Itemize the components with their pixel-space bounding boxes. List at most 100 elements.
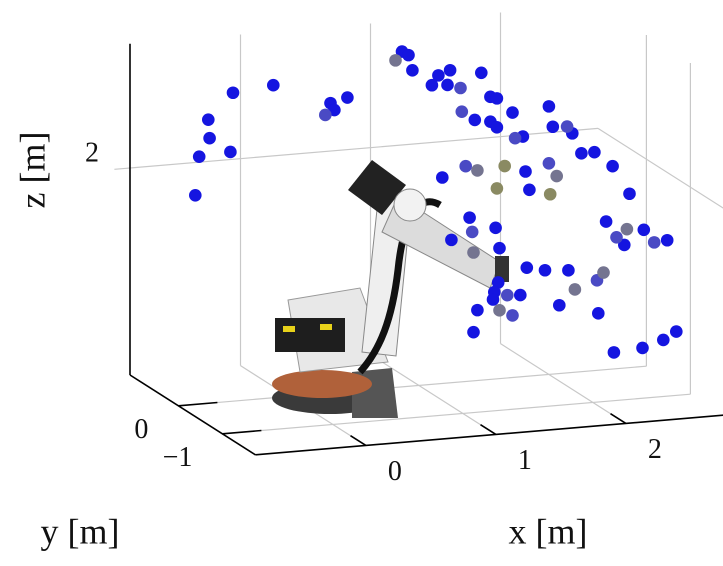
point: [610, 230, 623, 244]
point: [597, 266, 610, 279]
point: [319, 108, 332, 122]
y-tick-label: 0: [134, 414, 148, 445]
point: [546, 120, 560, 134]
point: [508, 131, 522, 145]
point: [562, 264, 575, 277]
point: [192, 150, 206, 163]
point: [542, 157, 556, 170]
x-tick: [350, 434, 367, 447]
point: [402, 48, 415, 62]
point: [203, 131, 216, 145]
point: [553, 298, 566, 312]
x-tick-label: 1: [518, 445, 532, 476]
point: [623, 187, 636, 201]
point: [436, 171, 449, 184]
y-tick: [222, 429, 262, 435]
point: [493, 304, 506, 317]
point: [506, 309, 519, 322]
robot-turntable: [272, 370, 372, 398]
point: [575, 147, 588, 160]
point: [592, 307, 605, 320]
point: [588, 145, 601, 159]
point: [519, 165, 532, 178]
robot-photo: [272, 160, 509, 418]
y-tick-label: −1: [163, 442, 193, 473]
point: [267, 78, 280, 92]
point: [491, 276, 505, 289]
point: [443, 63, 457, 77]
point: [636, 341, 649, 355]
x-tick: [610, 412, 627, 425]
point: [468, 113, 482, 127]
point: [489, 221, 502, 235]
robot-head-motor: [348, 160, 406, 215]
z-tick-label: 2: [85, 137, 99, 168]
point: [620, 222, 634, 236]
point: [493, 241, 506, 255]
point: [455, 105, 469, 118]
grid-line: [222, 393, 691, 435]
point: [599, 215, 613, 228]
point: [607, 346, 621, 359]
point: [606, 159, 619, 173]
point: [459, 159, 473, 173]
point: [538, 263, 552, 277]
points: [189, 45, 683, 359]
point: [224, 145, 237, 159]
y-axis: [129, 374, 256, 456]
y-tick: [178, 401, 218, 407]
point: [463, 211, 476, 224]
x-tick: [480, 423, 497, 436]
point: [467, 246, 480, 259]
point: [432, 69, 445, 82]
point: [465, 225, 479, 239]
point: [660, 233, 674, 247]
y-axis-label: y [m]: [41, 511, 120, 551]
axes: 0 1 2 −1 0 2: [85, 43, 723, 487]
point: [490, 182, 504, 195]
robot-motor: [275, 318, 345, 352]
point: [202, 113, 215, 126]
x-tick-label: 2: [648, 434, 662, 465]
robot-joint: [393, 188, 427, 222]
robot-label: [283, 326, 295, 332]
point: [568, 283, 582, 296]
point: [501, 288, 514, 302]
z-axis-label: z [m]: [12, 132, 52, 209]
point: [647, 236, 661, 249]
point: [445, 233, 458, 247]
point: [467, 325, 480, 339]
point: [506, 106, 519, 119]
point: [498, 159, 512, 173]
point: [406, 64, 419, 77]
point: [657, 333, 670, 347]
point: [471, 303, 484, 317]
point: [475, 66, 488, 80]
point: [341, 91, 354, 104]
x-axis-label: x [m]: [509, 511, 588, 551]
point: [543, 187, 557, 201]
point: [454, 81, 467, 95]
point: [514, 288, 527, 302]
x-tick-label: 0: [388, 456, 402, 487]
point: [670, 325, 683, 338]
point: [425, 78, 439, 92]
point: [441, 78, 454, 92]
point: [486, 293, 500, 306]
grid-line: [370, 354, 497, 435]
point: [523, 183, 536, 197]
point: [189, 189, 202, 202]
point: [618, 238, 631, 252]
point: [490, 92, 504, 105]
point: [471, 164, 484, 177]
x-axis: [255, 414, 723, 456]
robot-tool: [495, 256, 509, 282]
point: [520, 261, 534, 274]
grid-line: [597, 127, 723, 209]
point: [226, 86, 240, 100]
point: [389, 54, 402, 67]
grid-line: [500, 343, 627, 424]
point: [550, 169, 563, 183]
